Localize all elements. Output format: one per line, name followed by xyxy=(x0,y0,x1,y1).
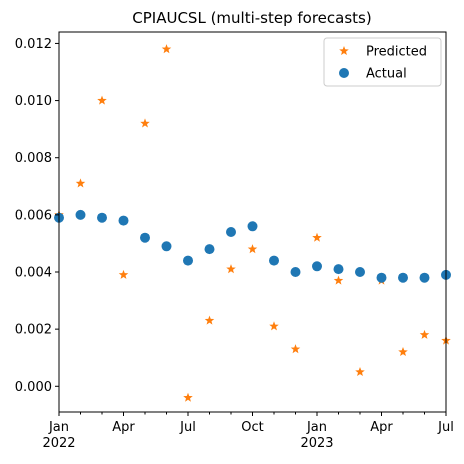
x-tick-year-label: 2022 xyxy=(42,436,75,451)
legend-marker-actual xyxy=(339,68,349,78)
actual-point xyxy=(312,261,322,272)
x-tick-label: Apr xyxy=(370,420,393,435)
actual-point xyxy=(204,244,215,255)
y-tick-label: 0.000 xyxy=(15,380,52,395)
actual-point xyxy=(97,212,107,223)
legend-box xyxy=(323,37,442,87)
actual-point xyxy=(247,221,258,232)
actual-point xyxy=(333,264,344,275)
actual-point xyxy=(140,232,150,243)
legend: Predicted Actual xyxy=(323,37,442,87)
predicted-point xyxy=(183,392,193,402)
predicted-point xyxy=(247,244,258,254)
predicted-point xyxy=(204,315,215,325)
y-tick-label: 0.006 xyxy=(15,208,52,223)
actual-point xyxy=(269,255,279,266)
chart-title: CPIAUCSL (multi-step forecasts) xyxy=(132,9,371,27)
actual-point xyxy=(290,267,301,277)
y-tick-label: 0.010 xyxy=(15,94,52,109)
x-tick-label: Jan xyxy=(48,420,69,435)
legend-label: Actual xyxy=(366,67,407,82)
x-tick-label: Jul xyxy=(437,420,454,435)
predicted-point xyxy=(118,269,129,279)
x-tick-year-label: 2023 xyxy=(300,436,333,451)
x-tick-label: Jul xyxy=(179,420,196,435)
y-tick-label: 0.004 xyxy=(15,266,52,281)
chart-marks xyxy=(54,44,451,402)
actual-point xyxy=(118,215,129,226)
x-tick-label: Apr xyxy=(112,420,135,435)
actual-point xyxy=(75,209,86,220)
actual-point xyxy=(355,267,365,277)
actual-point xyxy=(419,272,430,283)
predicted-point xyxy=(312,232,322,242)
y-tick-label: 0.002 xyxy=(15,323,52,338)
y-tick-label: 0.008 xyxy=(15,151,52,166)
predicted-point xyxy=(419,329,430,339)
actual-point xyxy=(376,272,387,283)
predicted-point xyxy=(290,344,301,354)
x-tick-label: Oct xyxy=(241,420,263,435)
legend-label: Predicted xyxy=(366,45,427,60)
predicted-point xyxy=(333,275,344,285)
actual-point xyxy=(398,272,408,283)
predicted-point xyxy=(75,178,86,188)
actual-point xyxy=(226,227,236,237)
predicted-point xyxy=(226,264,236,274)
predicted-point xyxy=(269,321,279,331)
predicted-point xyxy=(355,367,365,377)
chart-axes: 0.0000.0020.0040.0060.0080.0100.012Jan20… xyxy=(15,31,454,451)
predicted-point xyxy=(97,95,107,105)
actual-point xyxy=(161,241,172,252)
legend-marker-predicted xyxy=(339,46,349,56)
x-tick-label: Jan xyxy=(306,420,327,435)
y-tick-label: 0.012 xyxy=(15,37,52,52)
predicted-point xyxy=(140,118,150,128)
actual-point xyxy=(183,255,193,266)
predicted-point xyxy=(161,44,172,54)
predicted-point xyxy=(398,347,408,357)
